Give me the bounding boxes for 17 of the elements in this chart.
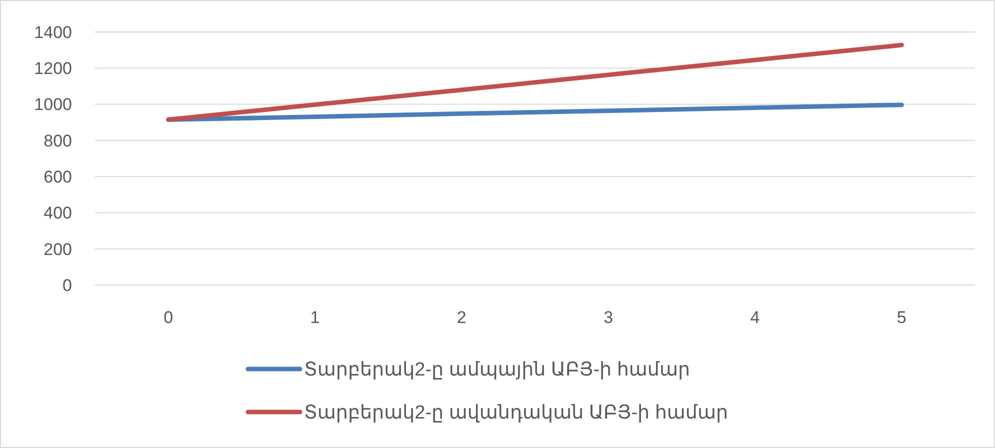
y-tick-label: 1200 (34, 59, 72, 78)
y-tick-label: 400 (44, 204, 72, 223)
x-tick-label: 5 (896, 308, 906, 327)
y-tick-label: 1000 (34, 95, 72, 114)
legend-label: Տարբերակ2-ը ամպային ԱԲՅ-ի համար (304, 360, 690, 381)
x-tick-label: 2 (456, 308, 466, 327)
y-tick-label: 1400 (34, 22, 72, 42)
x-tick-label: 0 (164, 308, 174, 327)
x-tick-label: 4 (750, 308, 760, 327)
y-tick-label: 600 (44, 168, 72, 187)
legend-label: Տարբերակ2-ը ավանդական ԱԲՅ-ի համար (304, 402, 728, 424)
x-tick-label: 3 (604, 308, 614, 327)
y-tick-label: 800 (44, 131, 72, 150)
y-tick-label: 0 (62, 276, 72, 295)
y-tick-label: 200 (44, 240, 72, 259)
x-tick-label: 1 (310, 308, 320, 327)
line-series (166, 42, 904, 122)
